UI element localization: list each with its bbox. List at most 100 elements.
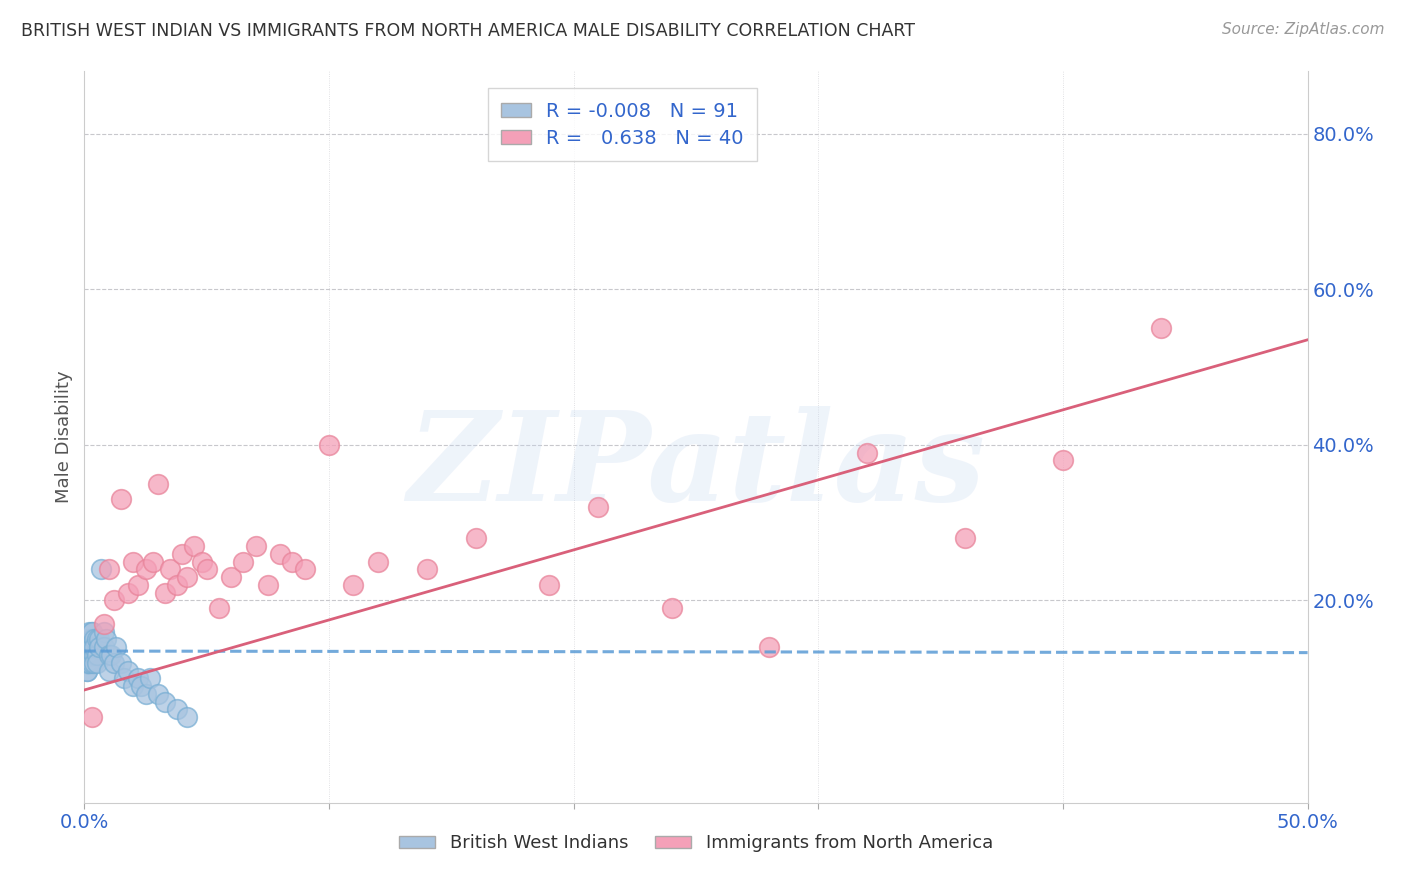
Point — [76, 656, 98, 670]
Text: Source: ZipAtlas.com: Source: ZipAtlas.com — [1222, 22, 1385, 37]
Text: ZIPatlas: ZIPatlas — [406, 406, 986, 527]
Point — [103, 593, 125, 607]
Point — [76, 656, 98, 670]
Point — [83, 640, 105, 655]
Point — [76, 656, 98, 670]
Point — [76, 640, 98, 655]
Point — [146, 687, 169, 701]
Point — [87, 632, 110, 647]
Point — [76, 640, 98, 655]
Point — [127, 671, 149, 685]
Point — [122, 679, 145, 693]
Legend: British West Indians, Immigrants from North America: British West Indians, Immigrants from No… — [392, 827, 1000, 860]
Point — [76, 648, 98, 662]
Point — [166, 578, 188, 592]
Point — [77, 632, 100, 647]
Point — [93, 616, 115, 631]
Point — [80, 624, 103, 639]
Text: BRITISH WEST INDIAN VS IMMIGRANTS FROM NORTH AMERICA MALE DISABILITY CORRELATION: BRITISH WEST INDIAN VS IMMIGRANTS FROM N… — [21, 22, 915, 40]
Point — [77, 648, 100, 662]
Point — [76, 648, 98, 662]
Point — [127, 578, 149, 592]
Point — [77, 648, 100, 662]
Point — [80, 624, 103, 639]
Point — [76, 648, 98, 662]
Point — [176, 570, 198, 584]
Point — [76, 648, 98, 662]
Point — [538, 578, 561, 592]
Point — [122, 555, 145, 569]
Point — [191, 555, 214, 569]
Point — [76, 656, 98, 670]
Point — [103, 656, 125, 670]
Point — [77, 640, 100, 655]
Point — [856, 445, 879, 459]
Point — [76, 656, 98, 670]
Point — [245, 539, 267, 553]
Point — [105, 640, 128, 655]
Point — [97, 562, 120, 576]
Point — [93, 624, 115, 639]
Point — [76, 656, 98, 670]
Point — [76, 656, 98, 670]
Point — [76, 648, 98, 662]
Point — [166, 702, 188, 716]
Point — [281, 555, 304, 569]
Point — [76, 656, 98, 670]
Point — [77, 640, 100, 655]
Point — [76, 648, 98, 662]
Point — [80, 710, 103, 724]
Point — [232, 555, 254, 569]
Point — [76, 632, 98, 647]
Point — [77, 648, 100, 662]
Point — [76, 648, 98, 662]
Point — [117, 585, 139, 599]
Point — [86, 656, 108, 670]
Point — [76, 656, 98, 670]
Point — [176, 710, 198, 724]
Point — [76, 648, 98, 662]
Point — [195, 562, 218, 576]
Point — [1052, 453, 1074, 467]
Point — [76, 664, 98, 678]
Point — [135, 562, 157, 576]
Point — [142, 555, 165, 569]
Point — [77, 640, 100, 655]
Point — [146, 476, 169, 491]
Point — [208, 601, 231, 615]
Point — [76, 648, 98, 662]
Point — [93, 640, 115, 655]
Point — [77, 656, 100, 670]
Point — [159, 562, 181, 576]
Point — [139, 671, 162, 685]
Point — [86, 648, 108, 662]
Point — [76, 656, 98, 670]
Point — [77, 624, 100, 639]
Point — [76, 640, 98, 655]
Point — [100, 648, 122, 662]
Point — [135, 687, 157, 701]
Point — [318, 438, 340, 452]
Point — [77, 656, 100, 670]
Point — [96, 632, 118, 647]
Point — [76, 648, 98, 662]
Point — [76, 640, 98, 655]
Point — [129, 679, 152, 693]
Point — [86, 632, 108, 647]
Point — [257, 578, 280, 592]
Point — [153, 695, 176, 709]
Point — [416, 562, 439, 576]
Point — [76, 656, 98, 670]
Point — [76, 640, 98, 655]
Point — [97, 664, 120, 678]
Point — [76, 648, 98, 662]
Point — [758, 640, 780, 655]
Point — [586, 500, 609, 515]
Point — [153, 585, 176, 599]
Point — [76, 640, 98, 655]
Point — [953, 531, 976, 545]
Point — [77, 648, 100, 662]
Point — [464, 531, 486, 545]
Point — [80, 632, 103, 647]
Point — [342, 578, 364, 592]
